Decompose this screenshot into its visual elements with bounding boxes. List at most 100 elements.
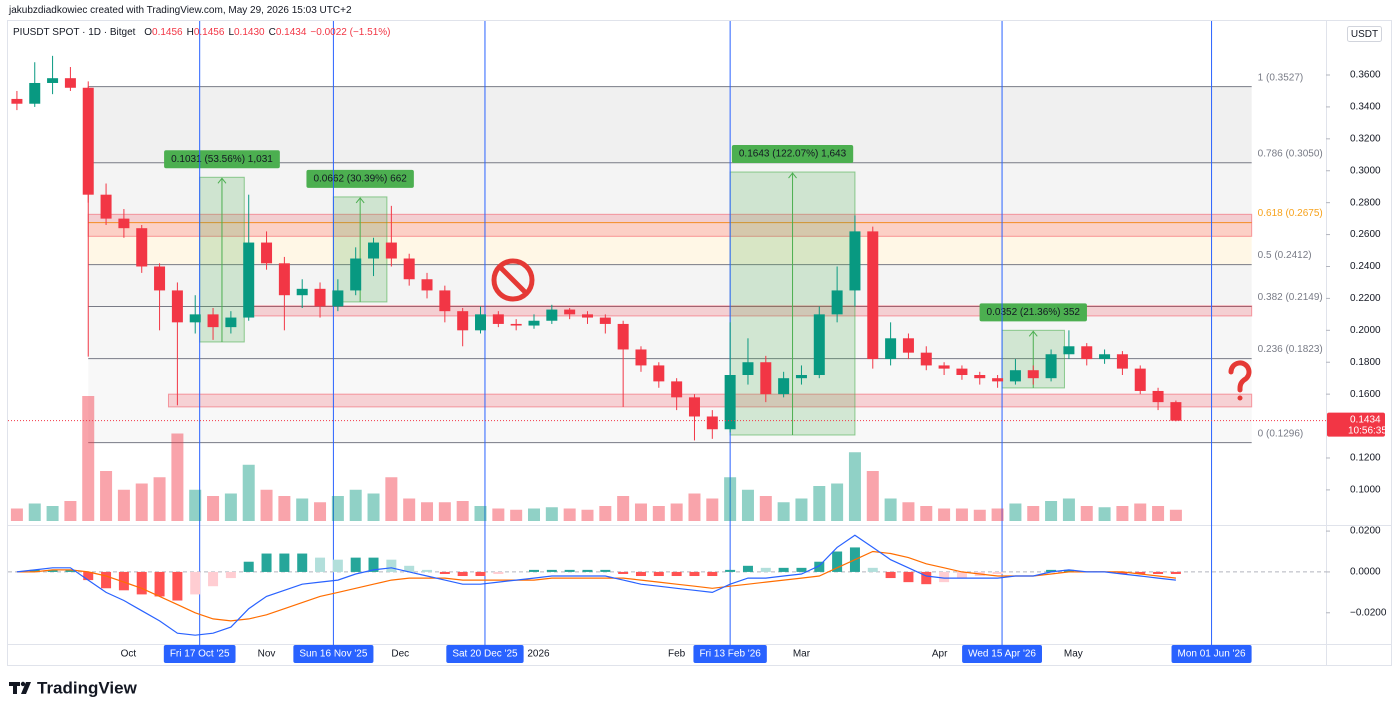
volume-bar	[938, 508, 951, 521]
vertical-line-label: Fri 13 Feb '26	[699, 649, 761, 660]
vertical-line-label-box	[962, 645, 1042, 663]
macd-histogram-bar	[814, 561, 825, 572]
macd-histogram-bar	[225, 571, 236, 579]
macd-histogram-bar	[457, 571, 468, 577]
macd-histogram-bar	[315, 557, 326, 572]
candle-body	[599, 317, 611, 324]
candle-body	[581, 314, 593, 318]
fib-level-label: 0.786 (0.3050)	[1258, 148, 1323, 159]
y-tick-label: 0.2400	[1350, 261, 1381, 272]
volume-bar	[403, 498, 416, 521]
x-tick-label: Apr	[932, 649, 948, 660]
volume-bar	[46, 506, 59, 521]
macd-histogram-bar	[725, 569, 736, 572]
vertical-line-label: Sun 16 Nov '25	[299, 649, 368, 660]
volume-bar	[955, 508, 968, 521]
macd-histogram-bar	[600, 569, 611, 572]
vertical-line-label: Fri 17 Oct '25	[170, 649, 230, 660]
last-price-box	[1327, 412, 1385, 437]
vertical-line-label: Wed 15 Apr '26	[968, 649, 1036, 660]
y-tick-label: 0.3600	[1350, 70, 1381, 81]
volume-bar	[153, 477, 166, 521]
volume-bar	[1027, 506, 1040, 521]
candle-body	[688, 397, 700, 417]
candle-body	[64, 78, 76, 88]
macd-histogram-bar	[439, 571, 450, 574]
macd-histogram-bar	[190, 571, 201, 595]
x-tick-label: May	[1064, 649, 1083, 660]
macd-histogram-bar	[760, 567, 771, 572]
volume-bar	[28, 503, 41, 521]
no-entry-icon	[491, 258, 535, 302]
candle-body	[724, 375, 736, 430]
volume-bar	[224, 493, 237, 521]
macd-histogram-bar	[582, 569, 593, 572]
macd-histogram-bar	[618, 571, 629, 574]
legend-value: 0.1456	[193, 27, 225, 38]
candle-body	[171, 290, 183, 323]
macd-histogram-bar	[796, 567, 807, 572]
macd-y-tick-label: 0.0000	[1350, 567, 1381, 578]
zone	[167, 393, 1253, 408]
volume-bar	[884, 498, 897, 521]
macd-histogram-bar	[475, 571, 486, 577]
candle-body	[831, 290, 843, 315]
macd-histogram-bar	[671, 571, 682, 577]
macd-histogram-bar	[208, 571, 219, 587]
macd-histogram-bar	[921, 571, 932, 585]
volume-bar	[617, 496, 630, 521]
macd-y-tick-label: −0.0200	[1350, 607, 1387, 618]
macd-histogram-bar	[992, 571, 1003, 574]
candle-body	[154, 266, 166, 291]
macd-histogram-bar	[832, 551, 843, 572]
fib-band	[88, 264, 1252, 307]
volume-bar	[367, 493, 380, 521]
volume-bar	[741, 489, 754, 521]
volume-bar	[813, 486, 826, 521]
candle-body	[492, 314, 504, 324]
symbol-legend: PIUSDT SPOT · 1D · Bitget O0.1456 H0.1456…	[13, 27, 394, 38]
volume-bar	[1116, 506, 1129, 521]
zone	[87, 213, 1253, 237]
candle-body	[706, 416, 718, 430]
x-tick-label: Feb	[668, 649, 686, 660]
candle-body	[849, 231, 861, 291]
candle-body	[885, 338, 897, 360]
volume-layer	[10, 396, 1182, 521]
volume-bar	[64, 501, 77, 521]
volume-bar	[670, 503, 683, 521]
volume-bar	[242, 464, 255, 521]
measure-arrow-head	[1028, 330, 1038, 337]
volume-bar	[795, 498, 808, 521]
chart-frame	[7, 20, 1392, 666]
legend-value: 0.1434	[275, 27, 307, 38]
macd-histogram-bar	[1153, 571, 1164, 574]
vertical-line-label-box	[446, 645, 524, 663]
volume-bar	[563, 508, 576, 521]
macd-histogram-bar	[1170, 571, 1181, 574]
candle-body	[403, 258, 415, 280]
volume-bar	[296, 498, 309, 521]
macd-histogram-bar	[1117, 571, 1128, 574]
candle-body	[368, 242, 380, 259]
candle-body	[136, 228, 148, 267]
y-tick-label: 0.1600	[1350, 389, 1381, 400]
legend-value: 0.1430	[234, 27, 265, 38]
candle-body	[510, 323, 522, 326]
volume-bar	[634, 503, 647, 521]
volume-bar	[545, 507, 558, 521]
volume-bar	[1152, 506, 1165, 521]
candle-body	[1027, 370, 1039, 379]
vertical-line-label: Sat 20 Dec '25	[452, 649, 518, 660]
macd-histogram-bar	[939, 571, 950, 583]
candle-body	[528, 320, 540, 326]
volume-bar	[438, 502, 451, 521]
macd-histogram-bar	[1135, 571, 1146, 574]
macd-histogram-bar	[243, 561, 254, 572]
volume-bar	[973, 509, 986, 521]
candle-body	[1134, 368, 1146, 391]
candle-body	[47, 78, 59, 83]
volume-bar	[331, 496, 344, 521]
y-tick-label: 0.1200	[1350, 453, 1381, 464]
